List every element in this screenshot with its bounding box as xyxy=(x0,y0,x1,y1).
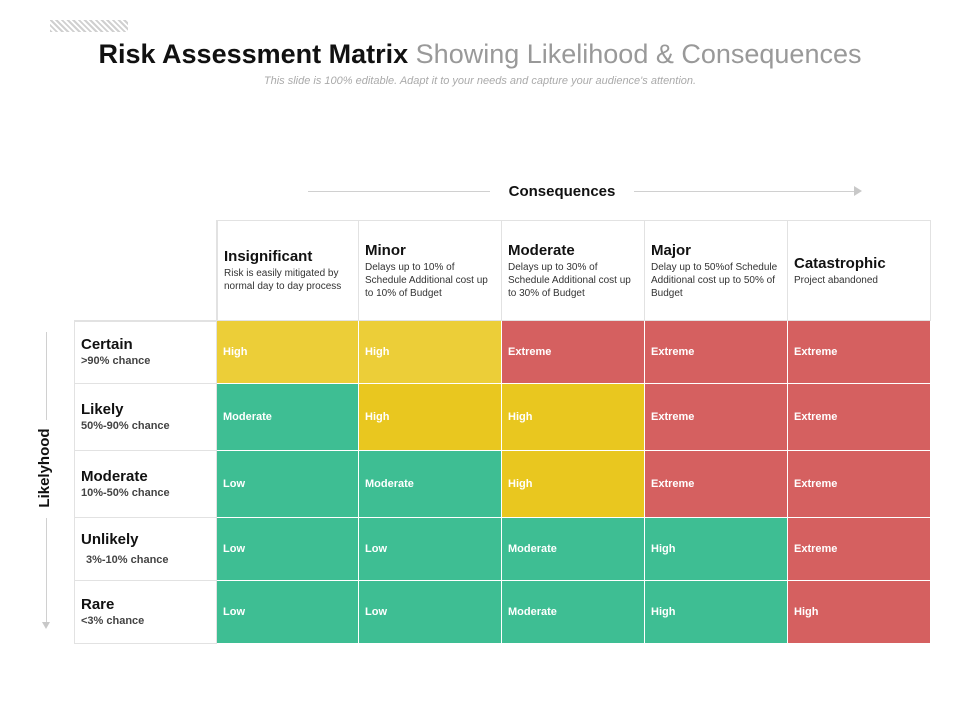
risk-cell: Extreme xyxy=(788,451,931,518)
row-name: Likely xyxy=(81,400,124,418)
risk-cell: High xyxy=(645,518,788,581)
column-name: Catastrophic xyxy=(794,254,886,272)
row-chance: <3% chance xyxy=(81,614,145,627)
column-name: Major xyxy=(651,241,692,259)
risk-cell: High xyxy=(359,321,502,384)
risk-cell: Extreme xyxy=(502,321,645,384)
column-description: Delays up to 10% of Schedule Additional … xyxy=(365,261,488,299)
risk-cell: Extreme xyxy=(645,384,788,451)
page-title: Risk Assessment Matrix Showing Likelihoo… xyxy=(0,36,960,72)
row-name: Rare xyxy=(81,595,115,613)
risk-cell: Extreme xyxy=(788,321,931,384)
column-header-insignificant: Insignificant Risk is easily mitigated b… xyxy=(217,220,359,321)
row-name: Moderate xyxy=(81,467,148,485)
row-name: Certain xyxy=(81,336,133,353)
risk-cell: High xyxy=(502,384,645,451)
row-chance: 10%-50% chance xyxy=(81,486,170,499)
row-chance: 50%-90% chance xyxy=(81,419,170,432)
risk-cell: High xyxy=(359,384,502,451)
column-header-minor: Minor Delays up to 10% of Schedule Addit… xyxy=(359,220,502,321)
row-header-likely: Likely 50%-90% chance xyxy=(74,384,217,451)
risk-cell: Low xyxy=(217,518,359,581)
risk-cell: Low xyxy=(359,518,502,581)
risk-cell: Moderate xyxy=(217,384,359,451)
matrix-corner xyxy=(74,220,217,321)
likelihood-axis-line-bottom xyxy=(46,518,47,624)
decorative-hatch xyxy=(50,20,128,32)
risk-cell: Moderate xyxy=(502,581,645,644)
row-chance: >90% chance xyxy=(81,355,151,367)
column-name: Moderate xyxy=(508,241,575,259)
risk-cell: Extreme xyxy=(788,384,931,451)
column-description: Risk is easily mitigated by normal day t… xyxy=(224,268,342,292)
consequences-axis-line-right xyxy=(634,191,856,192)
risk-cell: High xyxy=(788,581,931,644)
risk-cell: Extreme xyxy=(788,518,931,581)
title-bold-part: Risk Assessment Matrix xyxy=(98,39,409,69)
consequences-axis-line-left xyxy=(308,191,490,192)
risk-cell: High xyxy=(645,581,788,644)
page-subtitle: This slide is 100% editable. Adapt it to… xyxy=(263,75,697,87)
column-description: Project abandoned xyxy=(794,274,878,286)
row-chance: 3%-10% chance xyxy=(86,553,169,566)
likelihood-axis-line-top xyxy=(46,332,47,420)
likelihood-axis-label: Likelyhood xyxy=(36,428,53,508)
risk-cell: Low xyxy=(359,581,502,644)
risk-cell: Moderate xyxy=(359,451,502,518)
column-name: Minor xyxy=(365,241,406,259)
column-description: Delays up to 30% of Schedule Additional … xyxy=(508,261,631,299)
row-header-rare: Rare <3% chance xyxy=(74,581,217,644)
column-description: Delay up to 50%of Schedule Additional co… xyxy=(651,261,778,299)
column-header-major: Major Delay up to 50%of Schedule Additio… xyxy=(645,220,788,321)
column-name: Insignificant xyxy=(224,248,313,265)
risk-cell: Extreme xyxy=(645,321,788,384)
risk-cell: Low xyxy=(217,451,359,518)
likelihood-arrow-icon xyxy=(42,622,50,629)
row-header-unlikely: Unlikely 3%-10% chance xyxy=(74,518,217,581)
column-header-catastrophic: Catastrophic Project abandoned xyxy=(788,220,931,321)
row-name: Unlikely xyxy=(81,530,139,548)
risk-cell: High xyxy=(217,321,359,384)
risk-cell: Extreme xyxy=(645,451,788,518)
risk-cell: Low xyxy=(217,581,359,644)
consequences-axis-label: Consequences xyxy=(508,183,616,200)
consequences-arrow-icon xyxy=(854,186,862,196)
row-header-moderate: Moderate 10%-50% chance xyxy=(74,451,217,518)
column-header-moderate: Moderate Delays up to 30% of Schedule Ad… xyxy=(502,220,645,321)
risk-cell: Moderate xyxy=(502,518,645,581)
title-light-part: Showing Likelihood & Consequences xyxy=(415,39,862,69)
row-header-certain: Certain >90% chance xyxy=(74,321,217,384)
risk-matrix: Insignificant Risk is easily mitigated b… xyxy=(74,220,931,644)
risk-cell: High xyxy=(502,451,645,518)
